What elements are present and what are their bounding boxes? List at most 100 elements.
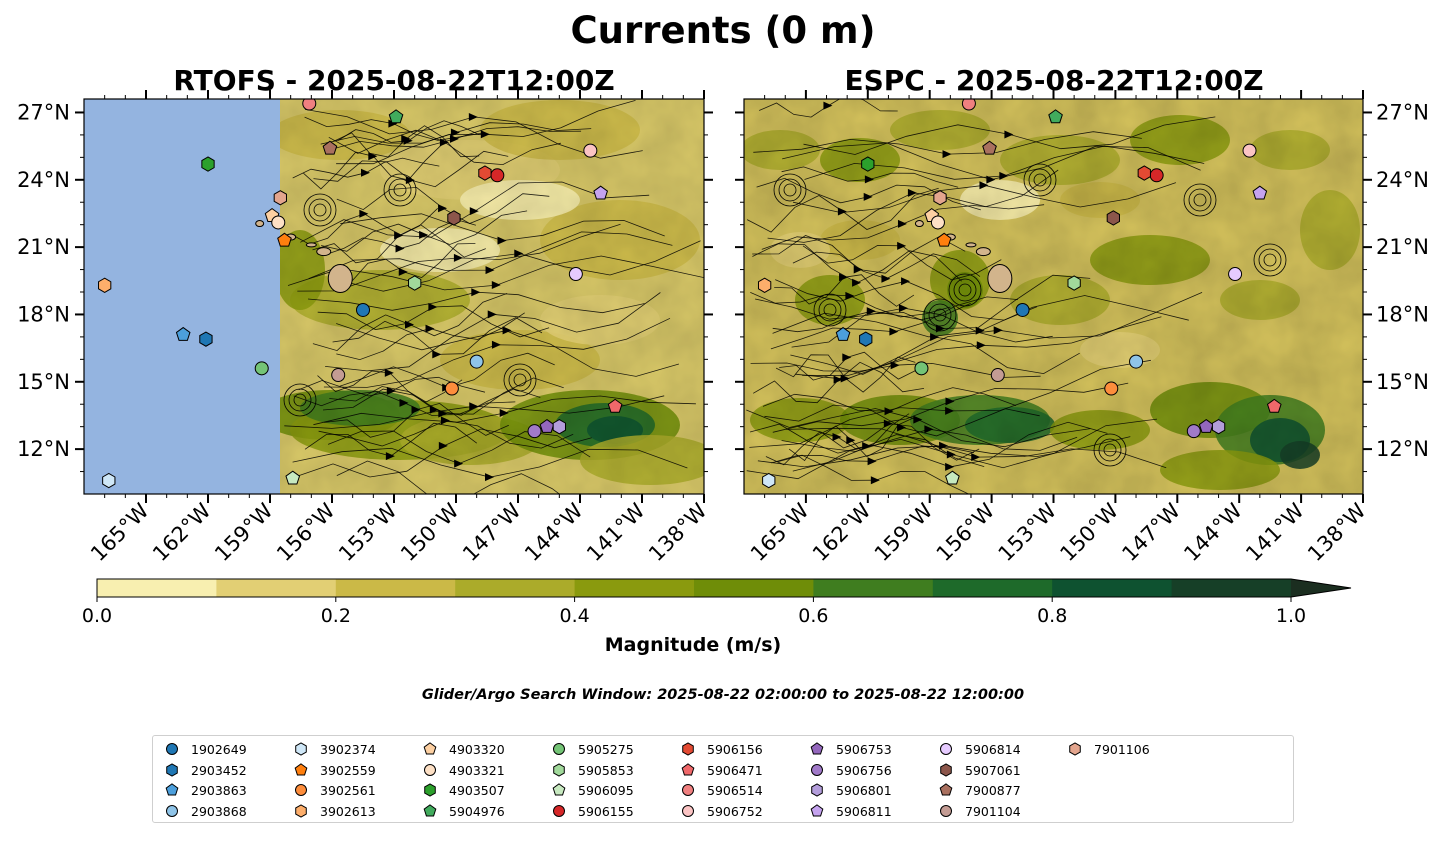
streamline-arrow <box>853 265 863 274</box>
legend-item-5906514: 5906514 <box>679 781 763 799</box>
colorbar-label: Magnitude (m/s) <box>605 634 782 656</box>
espc-panel: ESPC - 2025-08-22T12:00Z 165°W162°W159°W… <box>735 64 1429 566</box>
legend-marker-pentagon-icon <box>939 783 953 796</box>
float-4903321-marker <box>930 215 945 230</box>
float-5904976-marker <box>388 109 404 124</box>
legend-marker <box>165 783 179 796</box>
float-5905853-marker <box>408 275 422 291</box>
float-2903452-marker <box>859 331 873 347</box>
legend-marker <box>552 783 566 796</box>
legend-marker <box>423 804 437 817</box>
y-tick-label: 21°N <box>17 235 70 259</box>
legend-marker <box>553 805 565 817</box>
x-tick-label: 141°W <box>582 498 650 566</box>
legend-item-5905275: 5905275 <box>550 740 634 758</box>
legend-marker <box>810 742 824 755</box>
streamline-arrow <box>385 452 395 461</box>
streamline-arrow <box>866 307 876 316</box>
legend-marker <box>166 805 178 817</box>
legend-item-5904976: 5904976 <box>421 802 505 820</box>
eddy-streamline <box>313 203 327 217</box>
streamline-arrow <box>907 188 917 197</box>
float-5906801-marker <box>1211 418 1226 435</box>
legend-label: 3902561 <box>320 782 376 798</box>
float-7901106-marker <box>273 190 287 206</box>
streamline-arrow <box>846 436 856 445</box>
legend-marker-hexagon-icon <box>295 742 307 756</box>
legend-marker-pentagon-icon <box>294 763 308 776</box>
legend-marker <box>810 804 824 817</box>
kauai-island <box>914 220 924 228</box>
streamline-arrow <box>497 236 507 245</box>
streamline-arrow <box>935 324 945 333</box>
streamline-arrow <box>823 101 833 110</box>
streamline-arrow <box>395 244 405 253</box>
float-5906756-marker <box>1186 424 1201 439</box>
streamline-arrow <box>870 476 880 485</box>
streamline-arrow <box>499 408 509 417</box>
legend-marker-pentagon-icon <box>423 742 437 755</box>
legend-marker-hexagon-icon <box>424 783 436 797</box>
eddy-streamline <box>308 198 332 222</box>
x-tick-label: 144°W <box>1179 498 1247 566</box>
eddy-streamline <box>388 178 412 202</box>
x-tick-label: 150°W <box>1056 498 1124 566</box>
legend-marker <box>553 763 565 777</box>
legend-marker-circle-icon <box>424 764 436 776</box>
legend-marker-circle-icon <box>553 743 565 755</box>
streamline <box>336 460 560 494</box>
float-5906753-marker <box>1198 418 1214 433</box>
legend-marker-circle-icon <box>166 743 178 755</box>
float-7901106-marker <box>933 190 947 206</box>
streamline-arrow <box>942 150 952 159</box>
y-tick-label: 18°N <box>1376 302 1429 326</box>
streamline-arrow <box>993 326 1003 335</box>
streamline-arrow <box>897 423 907 432</box>
legend-label: 5906801 <box>836 782 892 798</box>
legend-marker-pentagon-icon <box>423 804 437 817</box>
float-1902649-marker <box>1015 302 1030 317</box>
eddy-streamline <box>293 393 307 407</box>
streamline-arrow <box>469 207 479 216</box>
float-5907061-marker <box>447 210 461 226</box>
legend-marker <box>166 763 178 777</box>
x-tick-label: 159°W <box>870 498 938 566</box>
eddy-streamline <box>773 173 807 207</box>
eddy-streamline <box>818 298 842 322</box>
streamline-arrow <box>842 353 852 362</box>
y-tick-label: 12°N <box>1376 437 1429 461</box>
streamline-arrow <box>485 473 495 482</box>
x-tick-label: 138°W <box>644 498 712 566</box>
legend-marker <box>940 763 952 777</box>
float-4903321-marker <box>271 215 286 230</box>
streamline-arrow <box>898 304 908 313</box>
float-1902649-marker <box>356 302 370 317</box>
streamline-arrow <box>901 277 911 286</box>
x-tick-label: 156°W <box>932 498 1000 566</box>
streamline-arrow <box>897 219 907 228</box>
x-tick-label: 153°W <box>994 498 1062 566</box>
float-5906155-marker <box>1149 168 1164 183</box>
streamline-arrow <box>399 398 409 407</box>
legend-marker <box>939 783 953 796</box>
y-tick-label: 18°N <box>17 302 70 326</box>
float-3902374-marker <box>102 472 116 489</box>
legend-item-4903507: 4903507 <box>421 781 505 799</box>
streamline-arrow <box>411 405 421 414</box>
legend-item-3902559: 3902559 <box>292 761 376 779</box>
streamline-arrow <box>864 175 874 184</box>
eddy-streamline <box>393 183 407 197</box>
eddy-streamline <box>508 368 532 392</box>
colorbar-segments <box>96 578 1352 598</box>
y-tick-label: 24°N <box>1376 168 1429 192</box>
float-5906514-marker <box>302 99 317 111</box>
y-tick-label: 21°N <box>1376 235 1429 259</box>
legend-marker <box>681 763 695 776</box>
streamline-arrow <box>845 291 855 300</box>
colorbar-tick-label: 0.0 <box>82 605 112 627</box>
x-tick-label: 156°W <box>272 498 340 566</box>
legend-item-7900877: 7900877 <box>937 781 1021 799</box>
legend-item-3902561: 3902561 <box>292 781 376 799</box>
legend-marker <box>424 764 436 776</box>
